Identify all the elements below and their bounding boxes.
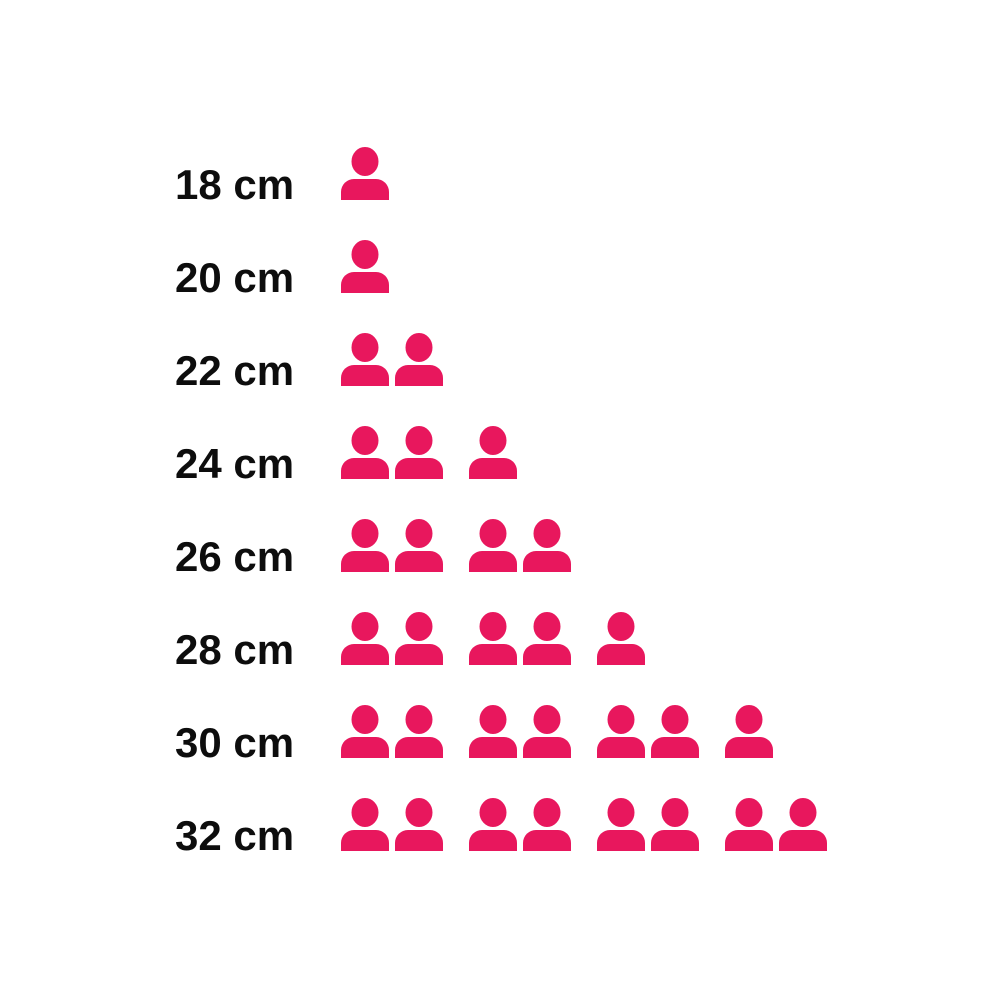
person-icon: [341, 331, 389, 386]
person-icon: [469, 517, 517, 572]
row-label: 24 cm: [175, 440, 295, 487]
person-icon: [395, 610, 443, 665]
row-label: 22 cm: [175, 347, 295, 394]
icon-group: [468, 424, 518, 479]
row-label: 18 cm: [175, 161, 295, 208]
row-label: 32 cm: [175, 812, 295, 859]
person-icon: [597, 610, 645, 665]
icon-row: [340, 331, 444, 386]
chart-row: 24 cm: [175, 424, 828, 485]
icon-group: [340, 331, 444, 386]
chart-row: 22 cm: [175, 331, 828, 392]
person-icon: [341, 145, 389, 200]
icon-group: [468, 517, 572, 572]
row-label: 30 cm: [175, 719, 295, 766]
person-icon: [395, 424, 443, 479]
person-icon: [469, 610, 517, 665]
icon-row: [340, 238, 390, 293]
person-icon: [469, 703, 517, 758]
icon-group: [340, 517, 444, 572]
icon-group: [340, 610, 444, 665]
icon-group: [724, 703, 774, 758]
row-label: 28 cm: [175, 626, 295, 673]
person-icon: [725, 796, 773, 851]
person-icon: [469, 796, 517, 851]
person-icon: [725, 703, 773, 758]
person-icon: [523, 517, 571, 572]
icon-group: [468, 703, 572, 758]
chart-row: 32 cm: [175, 796, 828, 857]
icon-row: [340, 703, 774, 758]
icon-group: [340, 703, 444, 758]
person-icon: [341, 517, 389, 572]
chart-row: 20 cm: [175, 238, 828, 299]
icon-group: [340, 238, 390, 293]
person-icon: [469, 424, 517, 479]
person-icon: [395, 331, 443, 386]
icon-row: [340, 145, 390, 200]
icon-group: [596, 796, 700, 851]
person-icon: [341, 796, 389, 851]
person-icon: [523, 703, 571, 758]
icon-group: [340, 145, 390, 200]
icon-group: [468, 610, 572, 665]
person-icon: [395, 703, 443, 758]
chart-row: 26 cm: [175, 517, 828, 578]
person-icon: [341, 238, 389, 293]
chart-row: 28 cm: [175, 610, 828, 671]
icon-group: [468, 796, 572, 851]
row-label: 20 cm: [175, 254, 295, 301]
person-icon: [523, 610, 571, 665]
person-icon: [341, 703, 389, 758]
pictogram-chart: 18 cm 20 cm 22 cm 24 cm 26 cm 28 cm: [175, 145, 828, 857]
chart-row: 30 cm: [175, 703, 828, 764]
icon-group: [596, 610, 646, 665]
icon-group: [596, 703, 700, 758]
icon-group: [340, 424, 444, 479]
icon-row: [340, 796, 828, 851]
row-label: 26 cm: [175, 533, 295, 580]
person-icon: [341, 424, 389, 479]
person-icon: [395, 796, 443, 851]
person-icon: [651, 703, 699, 758]
person-icon: [651, 796, 699, 851]
person-icon: [779, 796, 827, 851]
person-icon: [597, 796, 645, 851]
icon-group: [724, 796, 828, 851]
icon-row: [340, 424, 518, 479]
person-icon: [523, 796, 571, 851]
person-icon: [395, 517, 443, 572]
chart-row: 18 cm: [175, 145, 828, 206]
icon-row: [340, 517, 572, 572]
icon-row: [340, 610, 646, 665]
icon-group: [340, 796, 444, 851]
person-icon: [597, 703, 645, 758]
person-icon: [341, 610, 389, 665]
